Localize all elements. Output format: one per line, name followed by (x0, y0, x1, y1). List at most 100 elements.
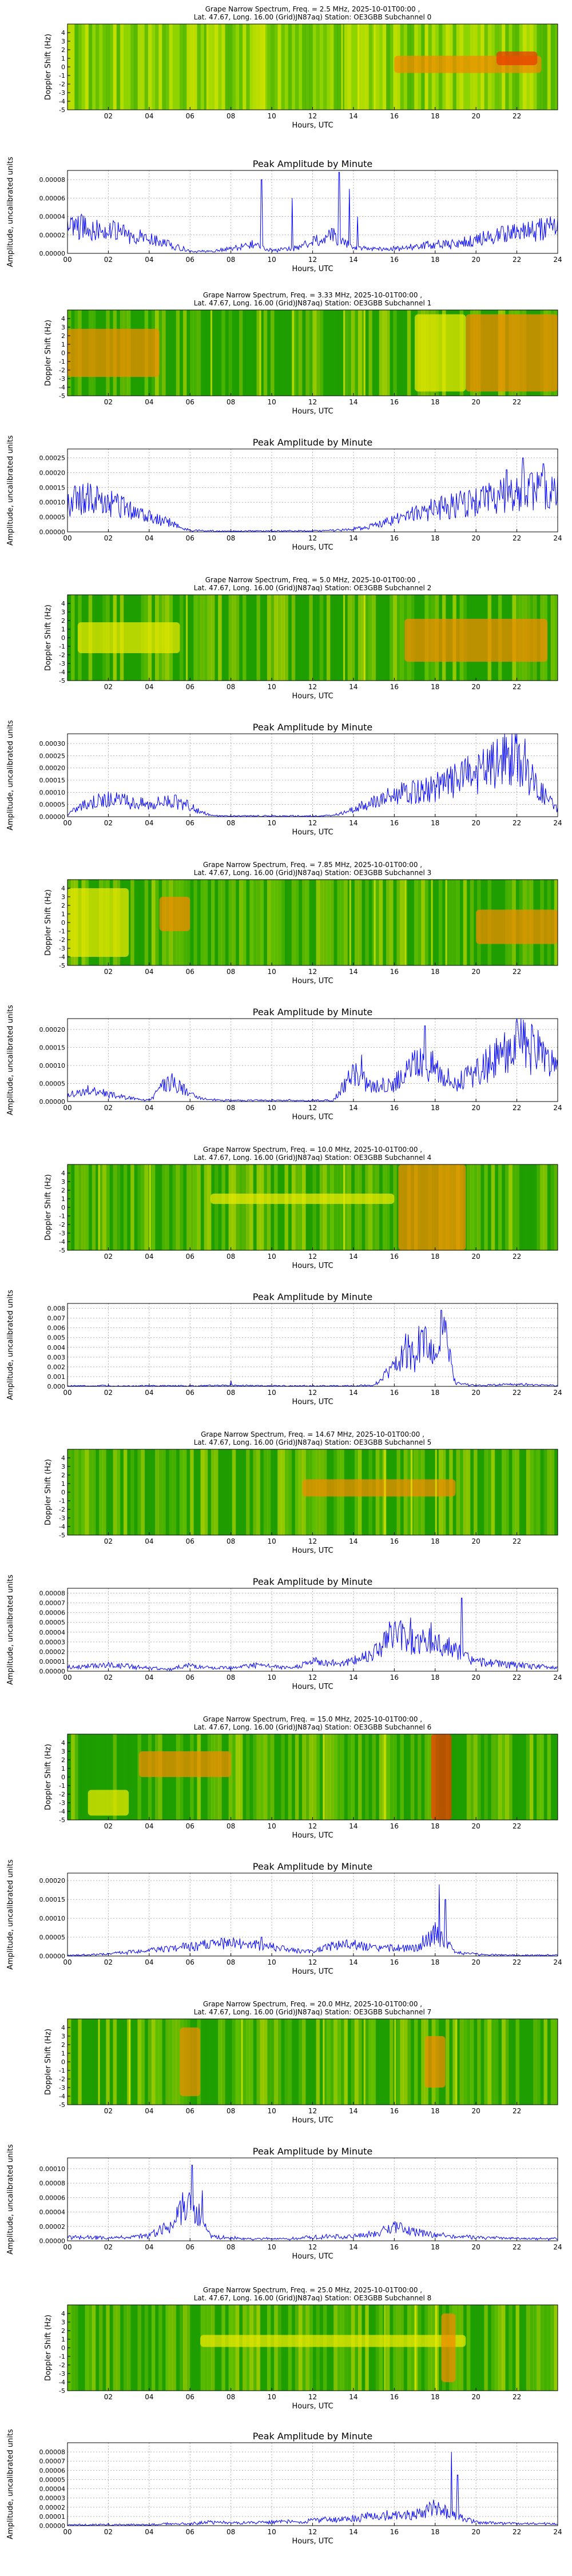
x-tick-label: 18 (431, 534, 439, 542)
noise-column (256, 310, 261, 396)
noise-column (347, 2305, 352, 2391)
x-tick-label: 24 (553, 1673, 562, 1681)
noise-column (452, 2019, 456, 2105)
noise-column (116, 1449, 121, 1535)
spectrogram-panel-3: Grape Narrow Spectrum, Freq. = 7.85 MHz,… (44, 861, 558, 985)
noise-column (260, 310, 264, 396)
x-tick-label: 12 (308, 2528, 317, 2536)
noise-column (274, 2019, 278, 2105)
noise-column (326, 880, 331, 965)
y-tick-label: 3 (61, 2033, 65, 2040)
noise-column (78, 2019, 82, 2105)
noise-column (277, 1734, 281, 1820)
x-tick-label: 00 (63, 256, 72, 264)
noise-column (130, 24, 134, 110)
noise-column (95, 24, 100, 110)
noise-column (515, 2019, 520, 2105)
noise-column (151, 1164, 156, 1250)
amplitude-panel-2: Peak Amplitude by Minute 00 02 04 06 08 10 12 14… (6, 720, 562, 837)
noise-column (186, 310, 190, 396)
noise-column (400, 310, 404, 396)
noise-column (316, 880, 320, 965)
noise-column (515, 1449, 520, 1535)
noise-column (71, 1449, 75, 1535)
signal-stripe (259, 310, 261, 396)
noise-column (74, 1449, 78, 1535)
noise-column (312, 1734, 317, 1820)
noise-column (466, 1449, 471, 1535)
noise-column (312, 24, 317, 110)
noise-column (477, 1164, 481, 1250)
x-tick-label: 20 (472, 2107, 480, 2115)
y-tick-label: -2 (59, 2076, 65, 2083)
noise-column (537, 2305, 541, 2391)
noise-column (172, 2305, 177, 2391)
x-tick-label: 06 (186, 683, 194, 691)
x-tick-label: 22 (513, 2107, 521, 2115)
noise-column (246, 1734, 250, 1820)
noise-column (484, 1734, 488, 1820)
noise-column (71, 2019, 75, 2105)
signal-stripe (410, 1449, 412, 1535)
y-tick-label: 0.00020 (39, 469, 66, 476)
noise-column (340, 595, 345, 681)
noise-column (162, 2305, 166, 2391)
noise-column (225, 24, 229, 110)
x-tick-label: 16 (390, 1673, 399, 1681)
noise-column (218, 595, 222, 681)
noise-column (235, 880, 240, 965)
y-tick-label: 0.00006 (39, 194, 66, 202)
noise-column (326, 310, 331, 396)
x-tick-label: 04 (145, 2393, 153, 2401)
noise-column (386, 1164, 390, 1250)
noise-column (235, 2019, 240, 2105)
x-tick-label: 06 (186, 534, 194, 542)
noise-column (162, 24, 166, 110)
noise-column (274, 1164, 278, 1250)
x-tick-label: 14 (349, 2393, 357, 2401)
noise-column (95, 1449, 100, 1535)
x-axis-label: Hours, UTC (292, 1831, 333, 1840)
noise-column (351, 310, 355, 396)
amplitude-title: Peak Amplitude by Minute (253, 1576, 373, 1587)
y-tick-label: -1 (59, 358, 65, 365)
noise-column (305, 880, 309, 965)
noise-column (116, 2019, 121, 2105)
noise-column (235, 310, 240, 396)
noise-column (228, 1449, 233, 1535)
noise-column (340, 880, 345, 965)
noise-column (386, 310, 390, 396)
noise-column (249, 310, 253, 396)
noise-column (74, 2305, 78, 2391)
noise-column (554, 24, 558, 110)
x-tick-label: 02 (104, 1389, 113, 1397)
noise-column (158, 1449, 162, 1535)
x-tick-label: 12 (308, 1673, 317, 1681)
noise-column (120, 2019, 124, 2105)
noise-column (319, 24, 324, 110)
noise-column (113, 1164, 117, 1250)
x-tick-label: 02 (104, 112, 113, 120)
noise-column (176, 1164, 180, 1250)
x-tick-label: 18 (431, 683, 439, 691)
noise-column (526, 1164, 530, 1250)
noise-column (403, 2305, 408, 2391)
noise-column (169, 310, 173, 396)
noise-column (379, 880, 383, 965)
y-tick-label: 2 (61, 2327, 65, 2335)
noise-column (302, 2019, 306, 2105)
noise-column (351, 880, 355, 965)
y-tick-label: 1 (61, 55, 65, 62)
noise-column (253, 1734, 257, 1820)
x-tick-label: 14 (349, 534, 357, 542)
noise-column (197, 1449, 201, 1535)
noise-column (407, 2305, 411, 2391)
x-tick-label: 00 (63, 2528, 72, 2536)
noise-column (305, 1164, 309, 1250)
y-tick-label: 1 (61, 2336, 65, 2343)
y-tick-label: -4 (59, 1238, 65, 1246)
noise-column (200, 880, 205, 965)
noise-column (155, 2019, 159, 2105)
noise-column (183, 310, 187, 396)
x-tick-label: 14 (349, 968, 357, 976)
